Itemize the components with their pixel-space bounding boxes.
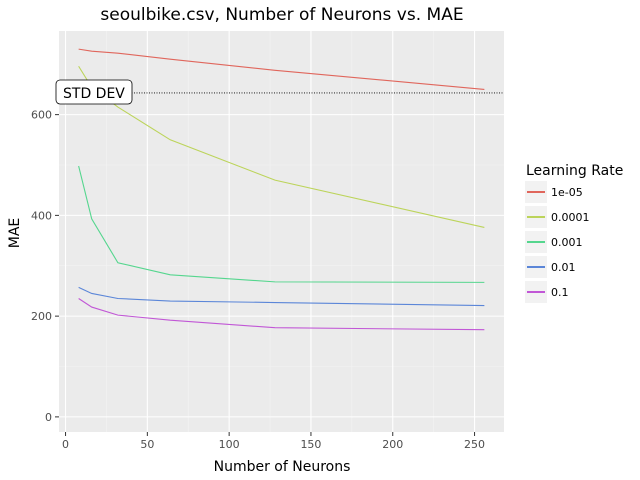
x-axis-title: Number of Neurons (214, 459, 351, 475)
y-axis: 0 200 400 600 (31, 109, 59, 424)
std-dev-label-box (55, 79, 133, 105)
y-axis-title: MAE (7, 218, 23, 249)
y-tick-label: 600 (31, 109, 52, 122)
legend-title: Learning Rate (526, 163, 623, 179)
x-tick-label: 50 (140, 438, 154, 451)
x-tick-label: 250 (464, 438, 485, 451)
x-tick-label: 150 (300, 438, 321, 451)
x-tick-label: 200 (382, 438, 403, 451)
series-line-2 (78, 165, 485, 283)
annotation-layer: STD DEV (55, 79, 504, 105)
legend-label-1: 0.0001 (551, 211, 590, 224)
legend-label-4: 0.1 (551, 286, 569, 299)
legend: Learning Rate 1e-05 0.0001 0.001 0.01 0.1 (525, 163, 623, 303)
chart-title: seoulbike.csv, Number of Neurons vs. MAE (100, 5, 463, 25)
series-line-4 (78, 298, 485, 331)
minor-grid (59, 31, 504, 432)
legend-label-0: 1e-05 (551, 186, 583, 199)
x-axis: 0 50 100 150 200 250 (62, 432, 485, 451)
y-tick-label: 400 (31, 209, 52, 222)
legend-label-3: 0.01 (551, 261, 576, 274)
y-tick-label: 200 (31, 310, 52, 323)
series-line-3 (78, 286, 485, 307)
plot-panel (59, 31, 504, 432)
series-line-0 (78, 48, 485, 90)
std-dev-label: STD DEV (63, 86, 125, 102)
x-tick-label: 0 (62, 438, 69, 451)
x-tick-label: 100 (219, 438, 240, 451)
legend-label-2: 0.001 (551, 236, 583, 249)
y-tick-label: 0 (45, 411, 52, 424)
